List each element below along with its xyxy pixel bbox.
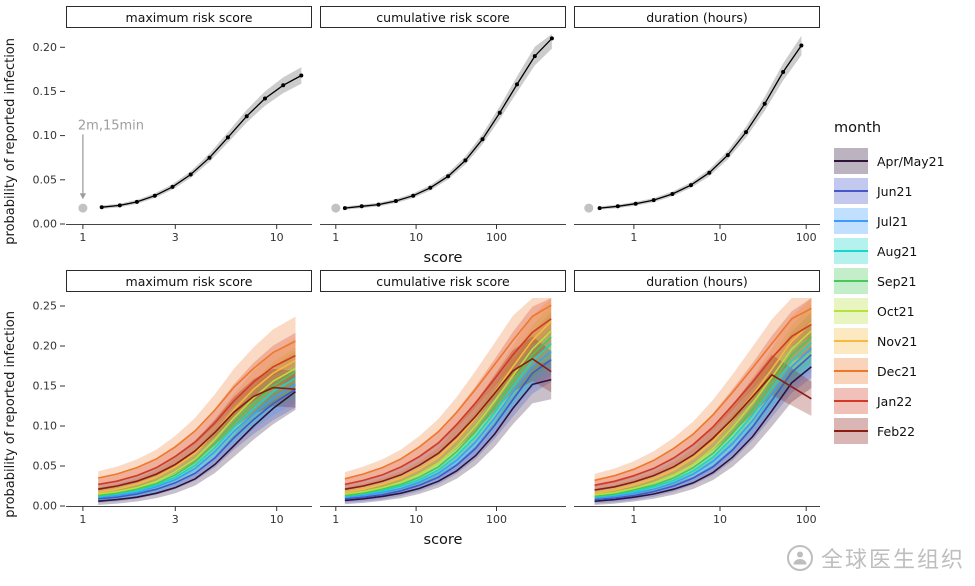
legend-label: Jan22 xyxy=(877,393,913,409)
legend-item: Nov21 xyxy=(834,326,972,356)
legend: month Apr/May21 Jun21 Jul21 Aug21 Sep21 Oct21… xyxy=(834,120,972,446)
svg-text:0.05: 0.05 xyxy=(33,173,58,186)
panel-strip: maximum risk score xyxy=(66,270,312,292)
y-axis-ticks: 0.00 0.05 0.10 0.15 0.20 xyxy=(33,41,65,231)
legend-label: Feb22 xyxy=(877,423,916,439)
legend-label: Sep21 xyxy=(877,273,917,289)
legend-key-swatch xyxy=(834,328,868,354)
chart-row-overall: probability of reported infection 0.00 0.… xyxy=(0,6,975,248)
svg-text:0.05: 0.05 xyxy=(33,460,58,473)
y-axis-label: probability of reported infection xyxy=(2,310,18,518)
panel-strip: duration (hours) xyxy=(574,270,820,292)
legend-key-swatch xyxy=(834,148,868,174)
svg-text:0.10: 0.10 xyxy=(33,420,58,433)
legend-label: Jun21 xyxy=(877,183,913,199)
legend-key-swatch xyxy=(834,418,868,444)
legend-items: Apr/May21 Jun21 Jul21 Aug21 Sep21 Oct21 Nov21 D… xyxy=(834,146,972,446)
panel-overall-duration: duration (hours) 1 10 100 xyxy=(574,6,820,248)
chart-row-by-month: probability of reported infection 0.00 0.… xyxy=(0,270,975,530)
legend-label: Apr/May21 xyxy=(877,153,945,169)
legend-item: Jul21 xyxy=(834,206,972,236)
legend-label: Dec21 xyxy=(877,363,918,379)
legend-item: Oct21 xyxy=(834,296,972,326)
watermark-logo-icon xyxy=(786,545,813,571)
chart-overall-duration: 1 10 100 xyxy=(574,35,820,244)
legend-item: Feb22 xyxy=(834,416,972,446)
svg-text:1: 1 xyxy=(332,513,339,526)
panel-month-cumulative-risk-score: cumulative risk score 1 10 100 xyxy=(320,270,566,530)
legend-key-swatch xyxy=(834,388,868,414)
chart-month-duration: 1 10 100 xyxy=(574,298,820,526)
svg-text:10: 10 xyxy=(409,231,423,244)
legend-key-swatch xyxy=(834,178,868,204)
x-axis-label: score xyxy=(423,250,463,266)
panel-month-maximum-risk-score: maximum risk score 1 3 10 xyxy=(66,270,312,530)
svg-text:0.00: 0.00 xyxy=(33,500,58,513)
svg-text:1: 1 xyxy=(630,513,637,526)
svg-text:0.20: 0.20 xyxy=(33,41,58,54)
y-axis-label: probability of reported infection xyxy=(2,37,18,245)
legend-key-swatch xyxy=(834,238,868,264)
legend-label: Nov21 xyxy=(877,333,918,349)
y-axis-by-month: 0.00 0.05 0.10 0.15 0.20 0.25 xyxy=(20,270,66,530)
chart-month-cumulative-risk-score: 1 10 100 xyxy=(320,298,566,526)
svg-text:0.25: 0.25 xyxy=(33,300,58,313)
svg-text:0.10: 0.10 xyxy=(33,129,58,142)
panel-month-duration: duration (hours) 1 10 100 xyxy=(574,270,820,530)
svg-text:100: 100 xyxy=(486,513,507,526)
svg-text:0.15: 0.15 xyxy=(33,85,58,98)
svg-text:10: 10 xyxy=(713,231,727,244)
panel-overall-cumulative-risk-score: cumulative risk score 1 10 100 xyxy=(320,6,566,248)
svg-text:0.20: 0.20 xyxy=(33,340,58,353)
svg-text:1: 1 xyxy=(79,231,86,244)
svg-text:100: 100 xyxy=(796,513,817,526)
legend-key-swatch xyxy=(834,208,868,234)
svg-text:10: 10 xyxy=(270,231,284,244)
svg-text:10: 10 xyxy=(409,513,423,526)
legend-item: Jan22 xyxy=(834,386,972,416)
y-axis-overall: 0.00 0.05 0.10 0.15 0.20 xyxy=(20,6,66,248)
watermark-text: 全球医生组织 xyxy=(820,548,965,573)
x-axis-label: score xyxy=(423,532,463,548)
legend-label: Jul21 xyxy=(877,213,908,229)
svg-text:1: 1 xyxy=(79,513,86,526)
legend-item: Sep21 xyxy=(834,266,972,296)
legend-key-swatch xyxy=(834,358,868,384)
legend-key-swatch xyxy=(834,298,868,324)
legend-item: Aug21 xyxy=(834,236,972,266)
svg-text:1: 1 xyxy=(630,231,637,244)
chart-overall-cumulative-risk-score: 1 10 100 xyxy=(320,34,566,244)
legend-item: Apr/May21 xyxy=(834,146,972,176)
svg-text:2m,15min: 2m,15min xyxy=(78,118,144,133)
panel-overall-maximum-risk-score: maximum risk score 1 3 10 2m,15min xyxy=(66,6,312,248)
watermark: 全球医生组织 xyxy=(786,542,965,574)
chart-month-maximum-risk-score: 1 3 10 xyxy=(66,316,312,526)
y-axis-ticks: 0.00 0.05 0.10 0.15 0.20 0.25 xyxy=(33,300,65,513)
panel-strip: cumulative risk score xyxy=(320,6,566,28)
panel-strip: maximum risk score xyxy=(66,6,312,28)
svg-text:0.15: 0.15 xyxy=(33,380,58,393)
svg-text:10: 10 xyxy=(270,513,284,526)
svg-text:10: 10 xyxy=(713,513,727,526)
svg-text:100: 100 xyxy=(486,231,507,244)
legend-label: Aug21 xyxy=(877,243,918,259)
svg-text:3: 3 xyxy=(172,231,179,244)
panel-strip: cumulative risk score xyxy=(320,270,566,292)
legend-key-swatch xyxy=(834,268,868,294)
chart-overall-maximum-risk-score: 1 3 10 2m,15min xyxy=(66,67,312,244)
legend-label: Oct21 xyxy=(877,303,915,319)
panel-strip: duration (hours) xyxy=(574,6,820,28)
svg-text:0.00: 0.00 xyxy=(33,218,58,231)
legend-title: month xyxy=(834,120,882,136)
legend-item: Jun21 xyxy=(834,176,972,206)
svg-text:100: 100 xyxy=(796,231,817,244)
svg-text:1: 1 xyxy=(332,231,339,244)
svg-text:3: 3 xyxy=(172,513,179,526)
legend-item: Dec21 xyxy=(834,356,972,386)
